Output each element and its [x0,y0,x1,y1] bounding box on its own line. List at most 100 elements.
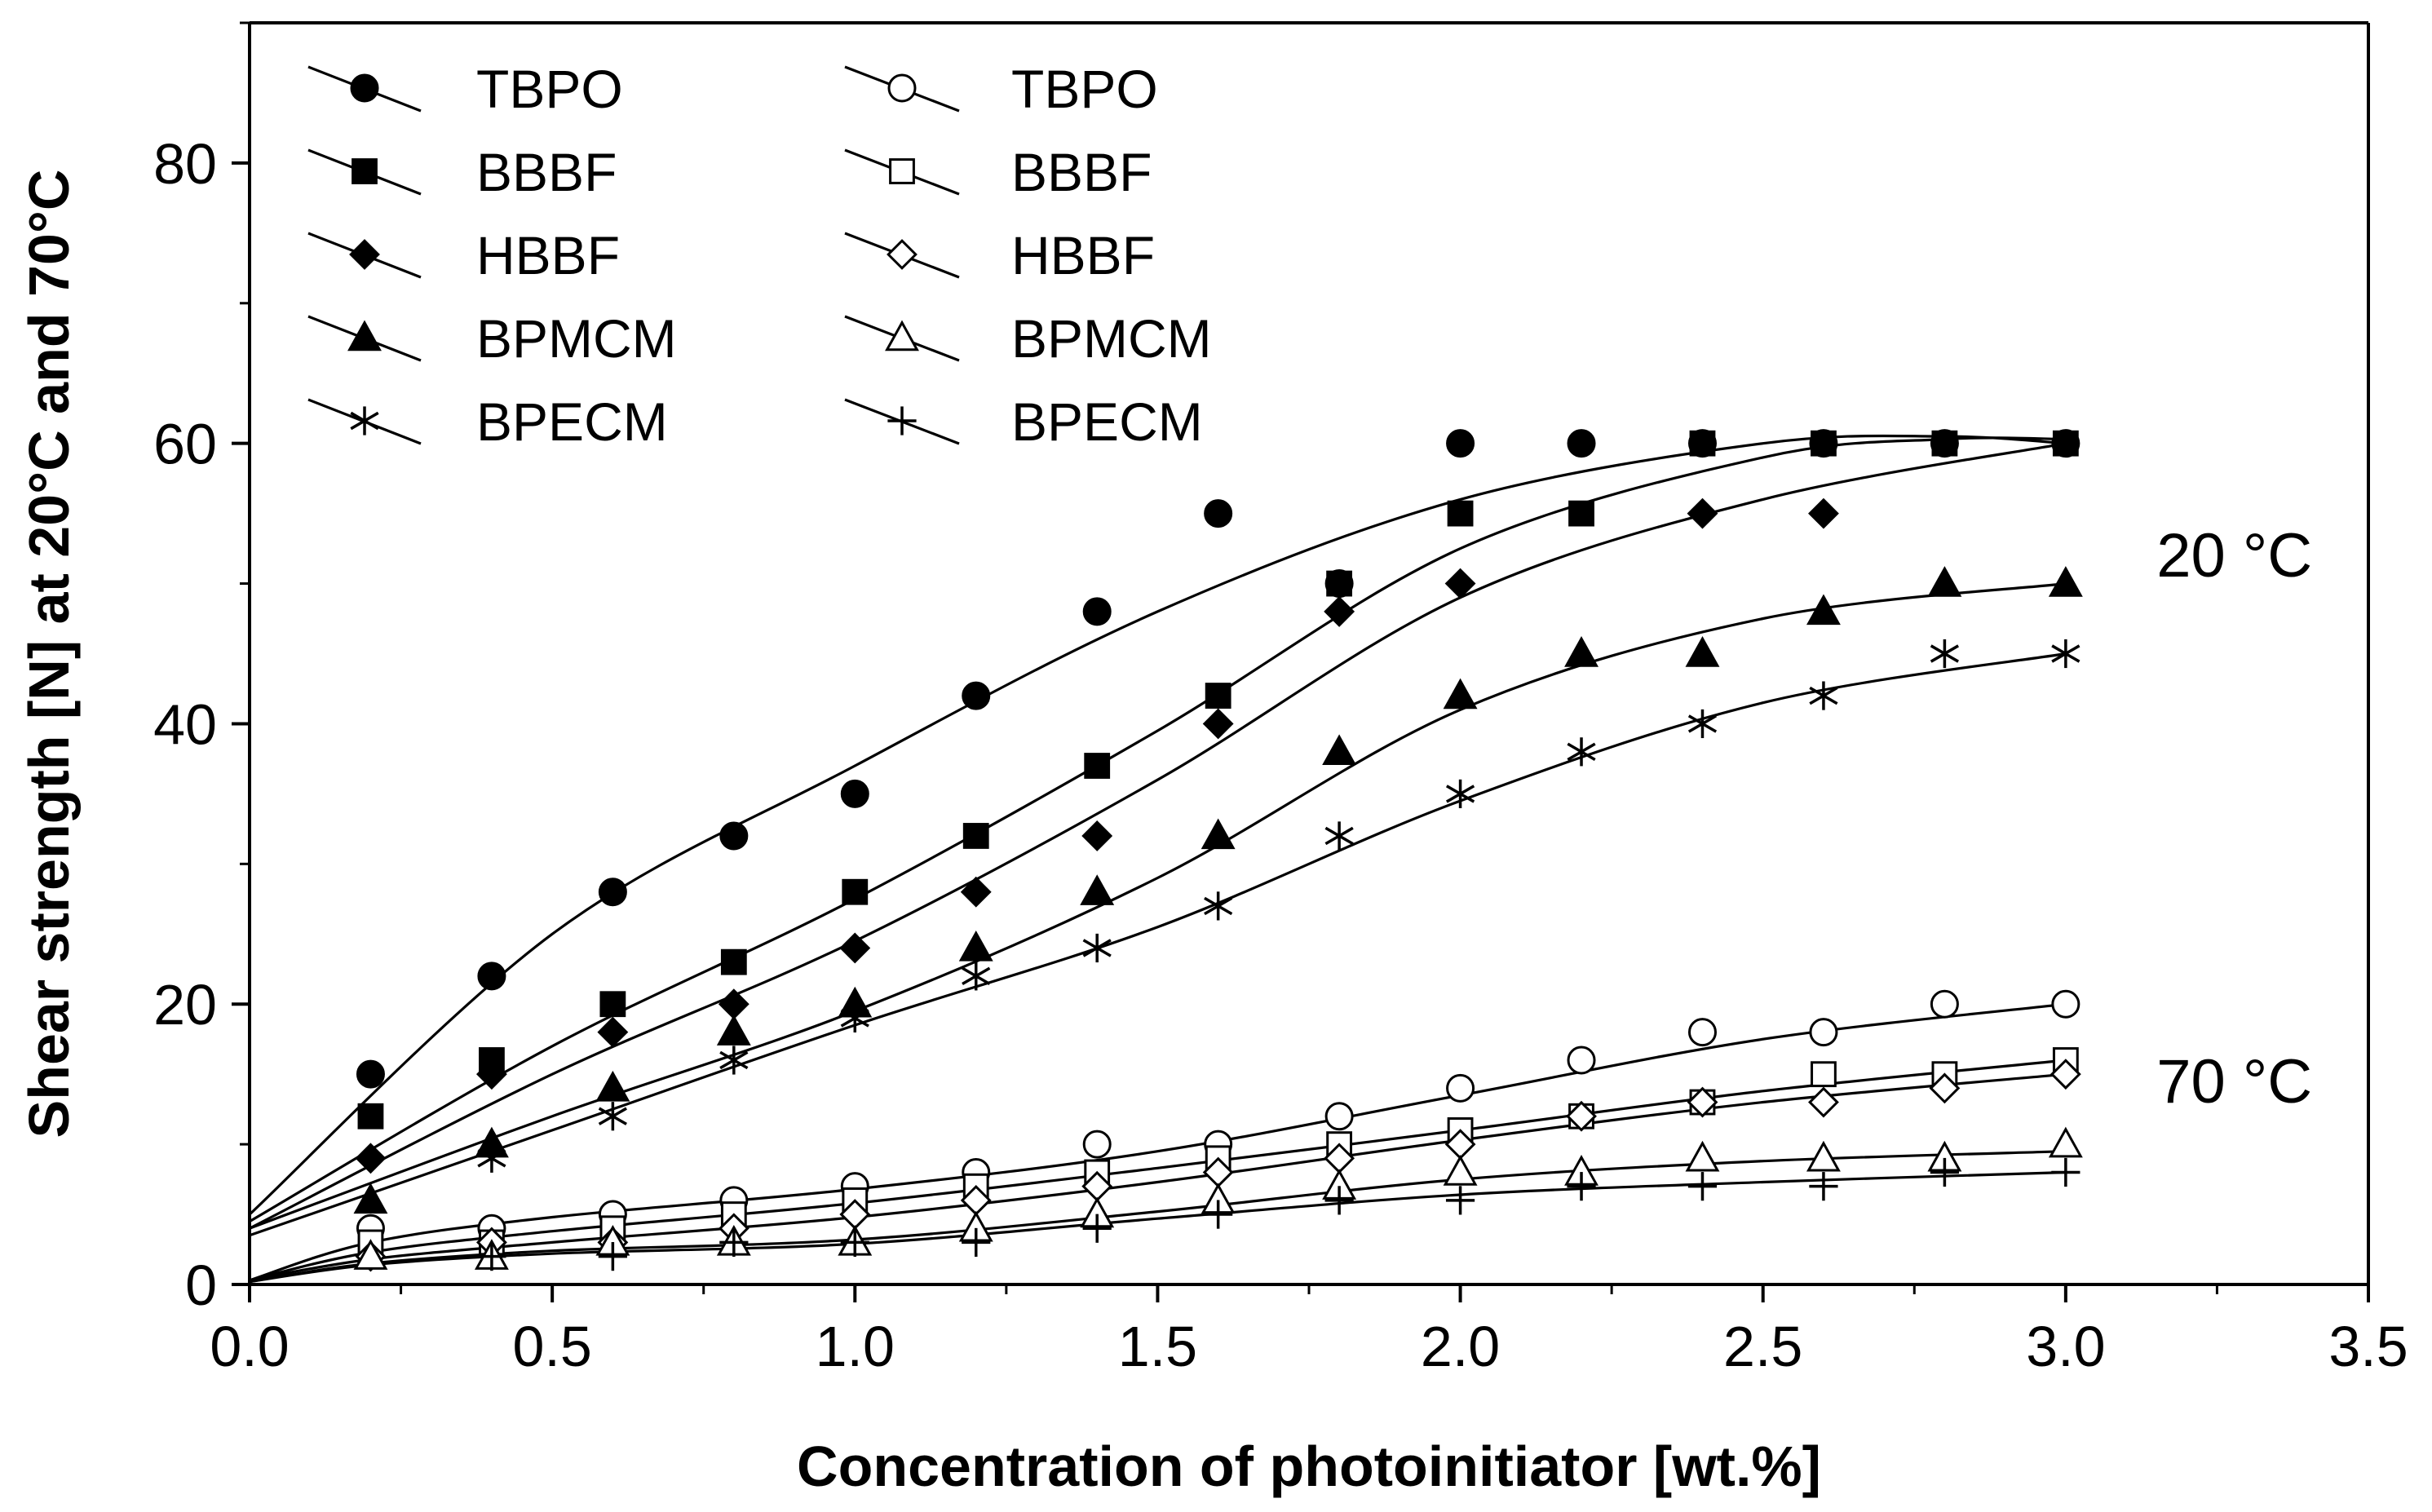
data-point-bpmcm-70-c [1806,1140,1841,1172]
legend-item-bpecm-20-c: BPECM [307,391,668,452]
annotation-20-c: 20 °C [2156,521,2312,590]
data-point-bpecm-70-c [1445,1186,1475,1215]
data-point-tbpo-20-c [477,962,506,991]
data-point-tbpo-70-c [1082,1130,1112,1159]
legend-marker [887,73,917,103]
legend-marker [885,320,919,351]
legend-marker [350,73,379,103]
data-point-tbpo-20-c [1567,429,1596,458]
data-point-bpmcm-20-c [716,1015,751,1046]
legend-label: BBBF [1011,142,1152,202]
data-point-hbbf-20-c [1324,596,1355,627]
data-point-hbbf-70-c [1566,1100,1597,1132]
data-point-bpmcm-20-c [2048,566,2083,597]
data-point-hbbf-20-c [1444,568,1476,599]
data-point-bpecm-70-c [962,1227,991,1258]
data-point-bpmcm-70-c [1443,1155,1478,1186]
data-point-bpecm-20-c [1324,821,1354,851]
data-point-bpecm-20-c [1567,737,1596,767]
data-point-bbbf-20-c [1811,430,1837,457]
legend-label: HBBF [476,225,620,285]
legend-item-hbbf-20-c: HBBF [307,225,620,285]
legend-marker [889,158,915,184]
data-point-bbbf-20-c [1205,683,1231,709]
data-point-bpecm-20-c [1687,709,1718,739]
data-point-bpmcm-20-c [1443,678,1478,710]
y-tick-label: 60 [153,413,217,476]
data-point-bpmcm-20-c [353,1183,388,1214]
data-point-bpecm-70-c [1687,1172,1718,1201]
y-tick-label: 40 [153,692,217,756]
data-point-hbbf-20-c [475,1059,507,1090]
x-tick-label: 3.5 [2328,1315,2408,1378]
legend-marker [350,406,379,435]
legend-item-tbpo-70-c: TBPO [844,59,1158,119]
data-point-hbbf-70-c [2050,1059,2081,1090]
data-point-bpecm-70-c [1809,1172,1838,1201]
legend-label: TBPO [476,59,623,119]
data-point-bbbf-20-c [842,878,869,905]
data-point-bpecm-20-c [1082,933,1112,963]
legend-item-bbbf-20-c: BBBF [307,142,617,202]
data-point-bpecm-20-c [477,1143,506,1173]
data-point-bpecm-20-c [1445,779,1475,808]
data-point-tbpo-20-c [962,681,991,710]
data-point-hbbf-20-c [960,876,992,908]
legend-marker [352,158,378,184]
data-point-bbbf-20-c [962,823,989,849]
x-tick-label: 2.0 [1421,1315,1500,1378]
data-point-hbbf-20-c [355,1143,387,1174]
data-point-bpecm-70-c [1930,1157,1959,1187]
data-point-hbbf-20-c [1081,820,1113,851]
data-point-hbbf-20-c [1808,497,1839,529]
legend-marker [347,320,382,351]
data-point-tbpo-70-c [2051,989,2080,1019]
data-point-tbpo-20-c [1446,429,1475,458]
data-point-tbpo-70-c [1324,1102,1354,1131]
data-point-bpmcm-20-c [1685,636,1720,667]
data-point-hbbf-70-c [1687,1086,1718,1118]
data-point-tbpo-70-c [1809,1018,1838,1047]
data-point-hbbf-20-c [597,1016,629,1048]
data-point-bpecm-70-c [2051,1157,2080,1187]
legend-marker [887,239,918,270]
x-tick-label: 1.0 [816,1315,895,1378]
y-tick-label: 80 [153,132,217,196]
legend-marker [887,406,917,435]
legend-item-bpecm-70-c: BPECM [844,391,1203,452]
legend-label: BPMCM [476,308,677,369]
data-point-bpecm-20-c [840,1003,869,1033]
data-point-bpecm-70-c [477,1242,506,1271]
data-point-bpecm-20-c [1809,681,1838,710]
data-point-bpecm-70-c [1082,1214,1112,1243]
data-point-bpmcm-70-c [353,1239,388,1270]
legend-item-bbbf-70-c: BBBF [844,142,1152,202]
legend-item-tbpo-20-c: TBPO [307,59,623,119]
data-point-bbbf-20-c [1084,753,1111,779]
data-point-bpmcm-20-c [1806,594,1841,626]
data-point-bpmcm-20-c [1322,734,1357,766]
data-point-tbpo-20-c [598,878,627,907]
data-point-bpecm-70-c [840,1227,869,1258]
data-point-bbbf-20-c [1447,500,1474,527]
data-point-bpecm-20-c [598,1102,627,1131]
data-point-hbbf-20-c [1202,708,1234,740]
data-point-hbbf-20-c [1687,497,1718,529]
data-point-bbbf-20-c [1931,430,1958,457]
legend-item-bpmcm-20-c: BPMCM [307,308,677,369]
data-point-bpmcm-20-c [1080,874,1115,905]
legend-item-bpmcm-70-c: BPMCM [844,308,1212,369]
legend-label: TBPO [1011,59,1158,119]
data-point-bpecm-70-c [1324,1186,1354,1215]
data-point-bpecm-20-c [2051,639,2080,669]
legend-label: BPECM [476,391,668,452]
data-point-tbpo-70-c [1446,1073,1475,1103]
data-point-tbpo-70-c [1687,1018,1717,1047]
data-point-bpecm-70-c [598,1242,627,1271]
legend-label: BPMCM [1011,308,1212,369]
data-point-bbbf-20-c [720,948,747,975]
legend-label: BPECM [1011,391,1203,452]
data-point-bpmcm-20-c [958,930,993,962]
legend-label: HBBF [1011,225,1155,285]
